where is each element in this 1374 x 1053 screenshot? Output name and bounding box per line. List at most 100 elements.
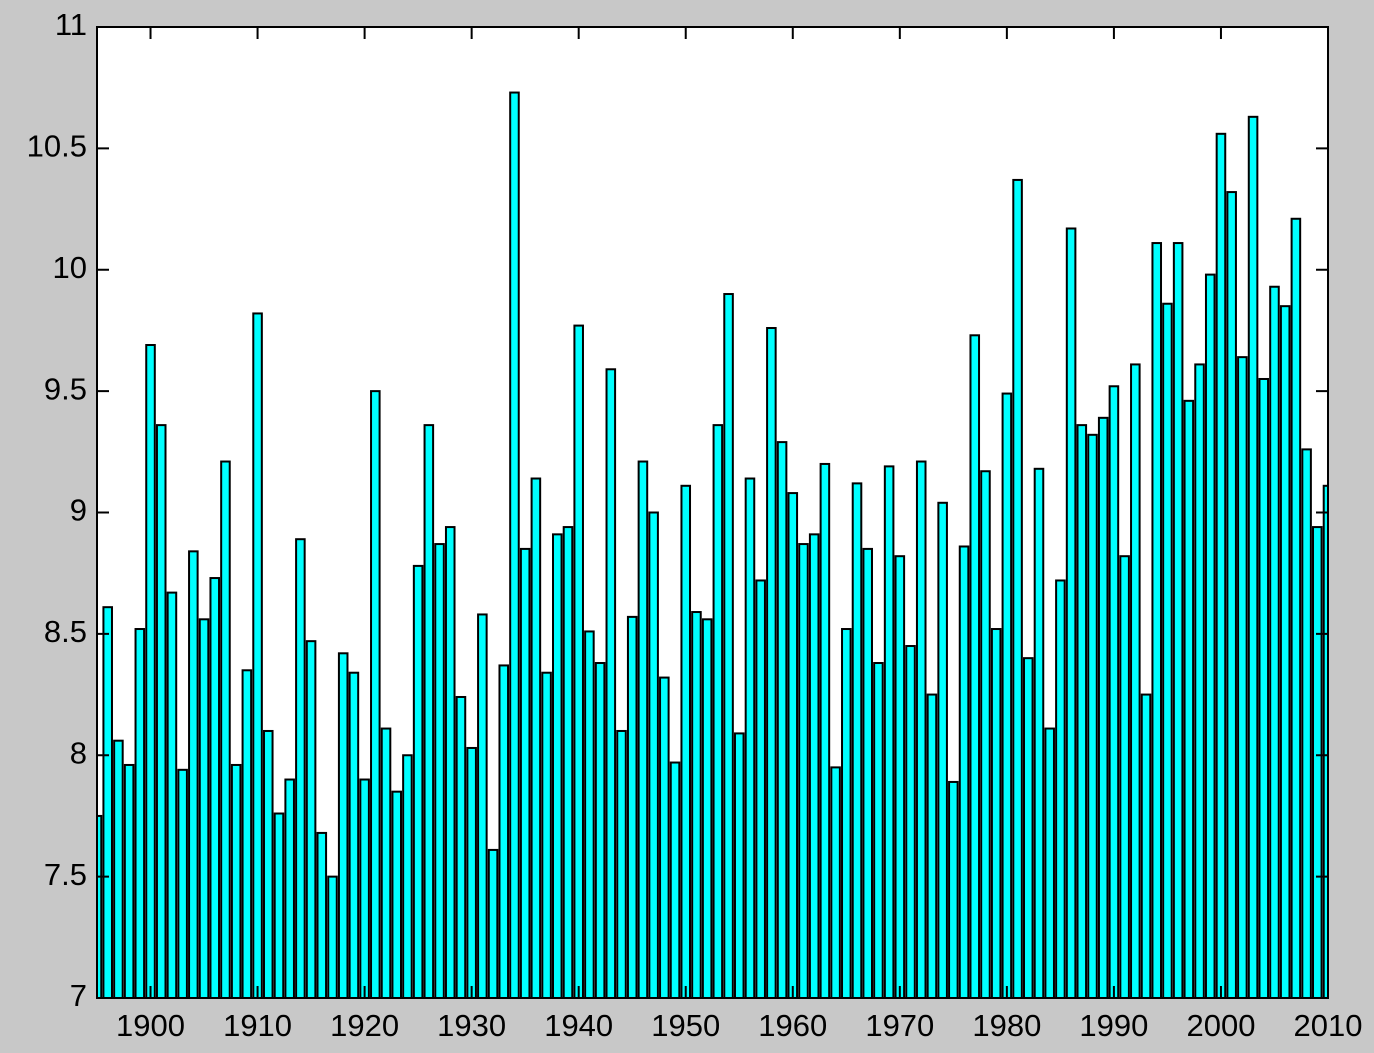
bar: [1108, 385, 1120, 998]
bar: [637, 460, 649, 998]
bar: [926, 693, 938, 998]
bar: [1247, 115, 1259, 998]
bar: [455, 695, 467, 998]
bar: [723, 293, 734, 998]
bar: [1140, 693, 1152, 998]
bar: [1290, 217, 1302, 998]
bar: [1322, 484, 1328, 998]
bar: [808, 533, 820, 998]
bar: [1033, 467, 1045, 998]
y-tick-label: 9: [70, 493, 87, 528]
bar: [776, 441, 788, 998]
bar: [423, 424, 435, 998]
bar: [1076, 424, 1088, 998]
y-tick-label: 8: [70, 735, 87, 770]
bar: [1130, 363, 1141, 998]
bar: [1151, 242, 1163, 998]
bar: [230, 763, 242, 998]
bar: [434, 543, 445, 998]
bar: [819, 462, 831, 998]
bar: [659, 676, 670, 998]
bar: [755, 579, 766, 998]
bar: [584, 630, 595, 998]
x-tick-label: 1920: [330, 1008, 399, 1043]
bar: [1226, 191, 1237, 998]
bars: [97, 91, 1328, 998]
bar: [1001, 392, 1013, 998]
bar: [787, 492, 799, 998]
bar: [1258, 377, 1270, 998]
bar: [359, 778, 370, 998]
bar: [284, 778, 295, 998]
x-tick-label: 1900: [116, 1008, 185, 1043]
bar: [316, 831, 328, 998]
bar: [477, 613, 488, 998]
bar: [177, 768, 188, 998]
bar: [348, 671, 360, 998]
bar: [680, 484, 692, 998]
bar: [1204, 273, 1216, 998]
x-tick-label: 1910: [223, 1008, 292, 1043]
bar: [883, 465, 895, 998]
x-tick-label: 1940: [544, 1008, 613, 1043]
bar: [1012, 178, 1023, 998]
bar: [958, 545, 970, 998]
x-tick-label: 1970: [865, 1008, 934, 1043]
bar: [1183, 399, 1195, 998]
bar: [391, 790, 403, 998]
bar: [498, 664, 510, 998]
x-tick-label: 1980: [972, 1008, 1041, 1043]
bar: [1022, 657, 1034, 998]
bar: [466, 746, 477, 998]
bar: [252, 312, 263, 998]
bar: [862, 547, 873, 998]
bar: [262, 729, 274, 998]
bar: [605, 368, 617, 998]
bar: [444, 526, 456, 998]
y-tick-label: 9.5: [44, 371, 87, 406]
bar: [113, 739, 124, 998]
bar: [841, 628, 852, 998]
bar: [990, 628, 1002, 998]
y-tick-label: 11: [55, 7, 87, 42]
x-tick-label: 1930: [437, 1008, 506, 1043]
bar: [1119, 555, 1130, 998]
bar: [1312, 526, 1323, 998]
bar: [915, 460, 927, 998]
bar: [616, 729, 627, 998]
bar: [370, 390, 381, 998]
bar: [1269, 285, 1280, 998]
bar: [1162, 302, 1173, 998]
bar: [562, 526, 574, 998]
bar: [766, 327, 777, 998]
y-tick-label: 8.5: [44, 614, 87, 649]
bar: [873, 662, 884, 998]
bar: [273, 812, 285, 998]
bar: [552, 533, 563, 998]
bar: [295, 538, 306, 998]
bar: [573, 324, 584, 998]
bar: [1215, 132, 1227, 998]
bar: [519, 547, 531, 998]
bar: [1279, 305, 1291, 998]
bar: [402, 754, 413, 998]
bar: [669, 761, 681, 998]
bar: [241, 669, 253, 998]
bar: [305, 640, 317, 998]
bar: [1237, 356, 1248, 998]
y-tick-label: 10: [53, 250, 87, 285]
bar: [1044, 727, 1055, 998]
bar: [412, 564, 424, 998]
y-tick-label: 7: [70, 978, 87, 1013]
bar: [948, 780, 959, 998]
bar: [594, 662, 606, 998]
y-tick-label: 7.5: [44, 857, 87, 892]
x-tick-label: 2000: [1186, 1008, 1255, 1043]
bar: [220, 460, 231, 998]
bar: [123, 763, 135, 998]
bar: [102, 606, 113, 998]
bar: [166, 591, 178, 998]
x-tick-label: 2010: [1294, 1008, 1363, 1043]
bar: [626, 615, 638, 998]
